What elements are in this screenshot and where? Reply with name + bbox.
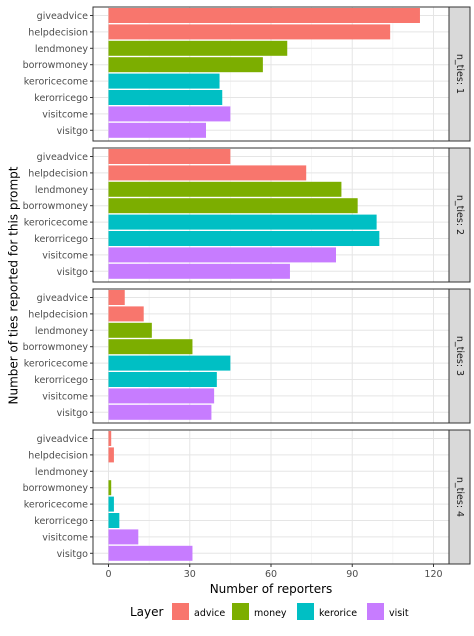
y-tick-label: helpdecision bbox=[28, 450, 88, 461]
bar bbox=[108, 355, 231, 371]
facet-strip bbox=[448, 288, 471, 424]
y-tick-label: keroricecome bbox=[24, 218, 88, 229]
bar bbox=[108, 214, 377, 230]
bar bbox=[108, 404, 212, 420]
bar bbox=[108, 8, 420, 23]
x-tick-label: 90 bbox=[346, 569, 358, 580]
legend-key bbox=[367, 603, 384, 620]
bar bbox=[108, 529, 139, 545]
bar bbox=[108, 57, 263, 73]
y-tick-label: kerorricego bbox=[34, 93, 88, 104]
y-tick-label: giveadvice bbox=[37, 434, 88, 445]
bar bbox=[108, 545, 193, 561]
y-tick-label: lendmoney bbox=[35, 185, 88, 196]
bar bbox=[108, 122, 206, 138]
legend-label: visit bbox=[389, 608, 409, 619]
x-tick-label: 120 bbox=[424, 569, 442, 580]
bar bbox=[108, 496, 114, 512]
y-tick-label: borrowmoney bbox=[23, 483, 89, 494]
bar bbox=[108, 513, 120, 528]
bar bbox=[108, 106, 231, 122]
bar bbox=[108, 290, 125, 305]
y-tick-label: visitcome bbox=[42, 532, 88, 543]
y-tick-label: giveadvice bbox=[37, 152, 88, 163]
y-tick-label: visitcome bbox=[42, 250, 88, 261]
bar bbox=[108, 198, 358, 214]
y-tick-label: helpdecision bbox=[28, 309, 88, 320]
x-tick-label: 0 bbox=[105, 569, 111, 580]
bar bbox=[108, 247, 336, 263]
y-tick-label: helpdecision bbox=[28, 27, 88, 38]
y-tick-label: giveadvice bbox=[37, 293, 88, 304]
bar bbox=[108, 263, 290, 279]
y-tick-label: visitcome bbox=[42, 391, 88, 402]
bar bbox=[108, 149, 231, 164]
y-tick-label: kerorricego bbox=[34, 234, 88, 245]
legend-key bbox=[297, 603, 314, 620]
facet-strip bbox=[448, 6, 471, 142]
y-tick-label: borrowmoney bbox=[23, 342, 89, 353]
bar bbox=[108, 431, 112, 446]
bar bbox=[108, 181, 342, 197]
facet-strip-label: n_ties: 4 bbox=[454, 477, 465, 517]
bar bbox=[108, 447, 114, 463]
x-tick-label: 30 bbox=[184, 569, 196, 580]
bar bbox=[108, 339, 193, 355]
y-tick-label: giveadvice bbox=[37, 11, 88, 22]
y-axis-title: Number of ties reported for this prompt bbox=[7, 166, 21, 404]
bar bbox=[108, 231, 380, 246]
y-tick-label: keroricecome bbox=[24, 500, 88, 511]
x-axis-title: Number of reporters bbox=[210, 582, 333, 596]
y-tick-label: visitgo bbox=[57, 549, 89, 560]
bar bbox=[108, 73, 220, 89]
bar bbox=[108, 322, 152, 338]
facet-strip bbox=[448, 429, 471, 565]
y-tick-label: visitcome bbox=[42, 109, 88, 120]
y-tick-label: visitgo bbox=[57, 408, 89, 419]
bar bbox=[108, 388, 215, 404]
facet-strip bbox=[448, 147, 471, 283]
y-tick-label: visitgo bbox=[57, 267, 89, 278]
y-tick-label: borrowmoney bbox=[23, 201, 89, 212]
y-tick-label: visitgo bbox=[57, 126, 89, 137]
bar bbox=[108, 90, 223, 105]
y-tick-label: helpdecision bbox=[28, 168, 88, 179]
facet-strip-label: n_ties: 3 bbox=[454, 336, 465, 376]
legend-title: Layer bbox=[130, 605, 164, 619]
bar bbox=[108, 40, 288, 56]
y-tick-label: keroricecome bbox=[24, 359, 88, 370]
y-tick-label: keroricecome bbox=[24, 77, 88, 88]
y-tick-label: kerorricego bbox=[34, 375, 88, 386]
y-tick-label: borrowmoney bbox=[23, 60, 89, 71]
legend-key bbox=[172, 603, 189, 620]
facet-strip-label: n_ties: 1 bbox=[454, 54, 465, 94]
bar bbox=[108, 306, 144, 322]
bar bbox=[108, 24, 391, 40]
x-tick-label: 60 bbox=[265, 569, 277, 580]
y-tick-label: lendmoney bbox=[35, 467, 88, 478]
bar bbox=[108, 372, 217, 387]
bar bbox=[108, 480, 112, 496]
bar bbox=[108, 165, 307, 181]
y-tick-label: lendmoney bbox=[35, 44, 88, 55]
legend-label: money bbox=[254, 608, 287, 619]
y-tick-label: kerorricego bbox=[34, 516, 88, 527]
legend-label: kerorice bbox=[319, 608, 357, 619]
facet-strip-label: n_ties: 2 bbox=[454, 195, 465, 235]
legend-key bbox=[232, 603, 249, 620]
y-tick-label: lendmoney bbox=[35, 326, 88, 337]
legend-label: advice bbox=[194, 608, 225, 619]
